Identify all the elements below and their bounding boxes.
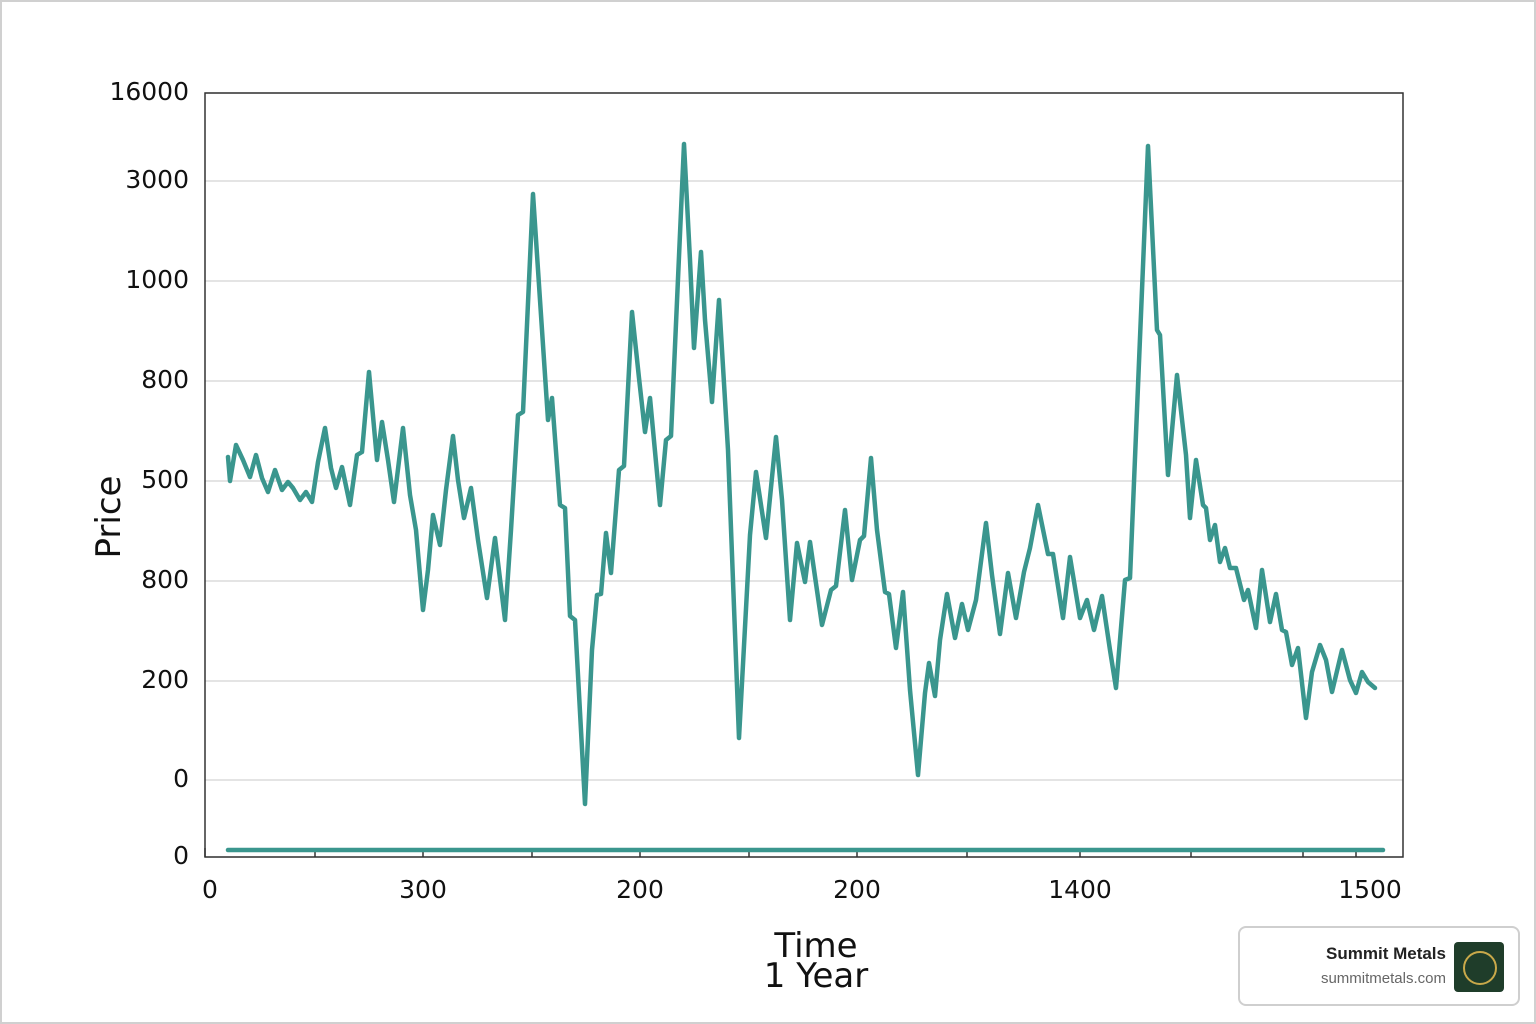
- x-tick-label: 1400: [1048, 875, 1112, 904]
- brand-logo: [1454, 942, 1504, 992]
- plot-frame: [204, 92, 1404, 858]
- y-tick-label: 500: [141, 465, 189, 494]
- watermark-card: Summit Metals summitmetals.com: [1238, 926, 1520, 1006]
- brand-url: summitmetals.com: [1320, 970, 1446, 987]
- y-tick-label: 800: [141, 565, 189, 594]
- y-tick-label: 1000: [125, 265, 189, 294]
- x-axis-title: Time: [773, 926, 857, 966]
- x-axis-subtitle: 1 Year: [764, 956, 868, 996]
- x-tick-label: 1500: [1338, 875, 1402, 904]
- x-tick-label: 200: [616, 875, 664, 904]
- y-axis-title: Price: [89, 476, 129, 559]
- price-line: [225, 141, 1378, 807]
- y-tick-label: 16000: [109, 77, 189, 106]
- x-tick-label: 0: [202, 875, 218, 904]
- y-tick-label: 0: [173, 764, 189, 793]
- y-tick-label: 800: [141, 365, 189, 394]
- brand-name: Summit Metals: [1326, 944, 1446, 963]
- y-tick-label: 200: [141, 665, 189, 694]
- y-tick-label: 3000: [125, 165, 189, 194]
- x-tick-label: 200: [833, 875, 881, 904]
- y-tick-label: 0: [173, 841, 189, 870]
- x-tick-label: 300: [399, 875, 447, 904]
